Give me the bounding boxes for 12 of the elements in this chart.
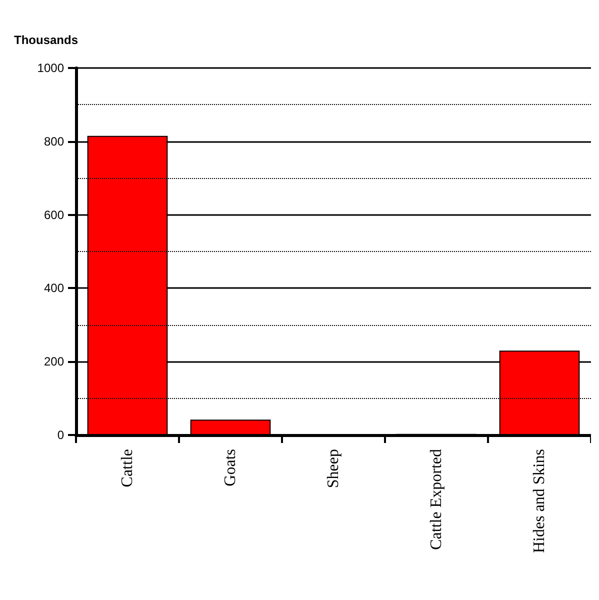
x-tick-label: Cattle — [119, 449, 136, 488]
y-tick-label: 800 — [44, 134, 64, 148]
x-tick-label: Cattle Exported — [428, 449, 445, 550]
y-axis-title: Thousands — [14, 33, 78, 47]
x-tick-label: Hides and Skins — [531, 449, 548, 553]
y-tick-label: 1000 — [37, 61, 64, 75]
y-tick-label: 200 — [44, 354, 64, 369]
y-tick-label: 600 — [44, 208, 64, 222]
y-tick-label: 0 — [57, 428, 64, 442]
x-tick-label: Sheep — [325, 449, 342, 488]
y-tick-label: 400 — [44, 281, 64, 296]
x-tick-label: Goats — [222, 449, 239, 486]
